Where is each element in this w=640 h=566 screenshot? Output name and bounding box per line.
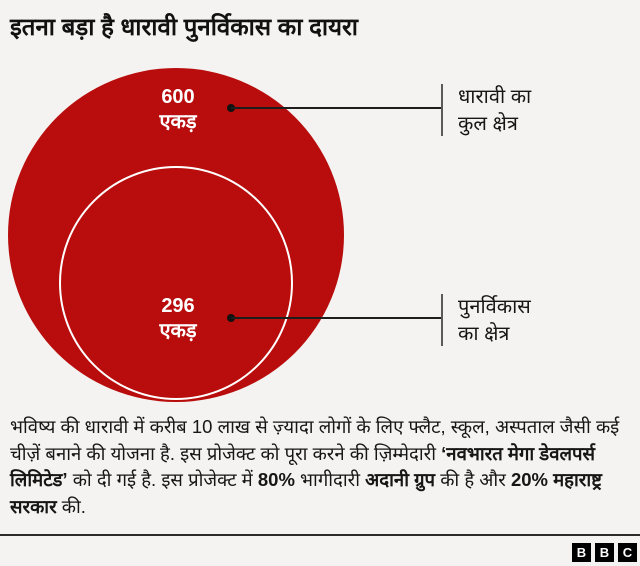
paragraph-segment: भागीदारी: [294, 469, 366, 490]
redevelopment-area-circle: [59, 166, 293, 400]
total-area-side-label: धारावी का कुल क्षेत्र: [458, 84, 628, 138]
bbc-logo-block-b1: B: [572, 543, 591, 562]
bbc-logo-block-b2: B: [595, 543, 614, 562]
redevelopment-side-label: पुनर्विकास का क्षेत्र: [458, 294, 628, 348]
total-area-unit: एकड़: [159, 111, 197, 133]
redevelopment-side-label-line2: का क्षेत्र: [458, 323, 510, 345]
paragraph-bold-segment: 20% महाराष्ट्र सरकार: [10, 469, 602, 517]
bbc-logo-block-c: C: [618, 543, 637, 562]
total-area-side-label-line2: कुल क्षेत्र: [458, 113, 518, 135]
paragraph-segment: को दी गई है. इस प्रोजेक्ट में: [67, 469, 258, 490]
total-area-value: 600: [161, 86, 195, 108]
redevelopment-area-value-label: 296 एकड़: [108, 294, 248, 344]
footer-divider: [0, 534, 640, 536]
callout-tick-redevelopment: [441, 294, 443, 346]
body-paragraph: भविष्य की धारावी में करीब 10 लाख से ज़्य…: [10, 414, 634, 520]
callout-line-redevelopment: [231, 317, 442, 319]
paragraph-bold-segment: 80%: [257, 469, 295, 490]
paragraph-bold-segment: अदानी ग्रुप: [365, 469, 436, 490]
total-area-value-label: 600 एकड़: [108, 85, 248, 135]
redevelopment-side-label-line1: पुनर्विकास: [458, 296, 531, 318]
paragraph-segment: की है और: [435, 469, 511, 490]
page-title: इतना बड़ा है धारावी पुनर्विकास का दायरा: [10, 14, 359, 41]
total-area-side-label-line1: धारावी का: [458, 86, 532, 108]
paragraph-segment: भविष्य की धारावी में करीब 10 लाख से ज़्य…: [10, 416, 620, 464]
callout-line-total-area: [231, 107, 442, 109]
redevelopment-area-unit: एकड़: [159, 320, 197, 342]
redevelopment-area-value: 296: [161, 295, 195, 317]
callout-tick-total-area: [441, 84, 443, 136]
bbc-logo: B B C: [572, 543, 637, 562]
paragraph-bold-segment: ‘नवभारत मेगा डेवलपर्स लिमिटेड’: [10, 442, 596, 491]
paragraph-segment: की.: [56, 495, 86, 517]
